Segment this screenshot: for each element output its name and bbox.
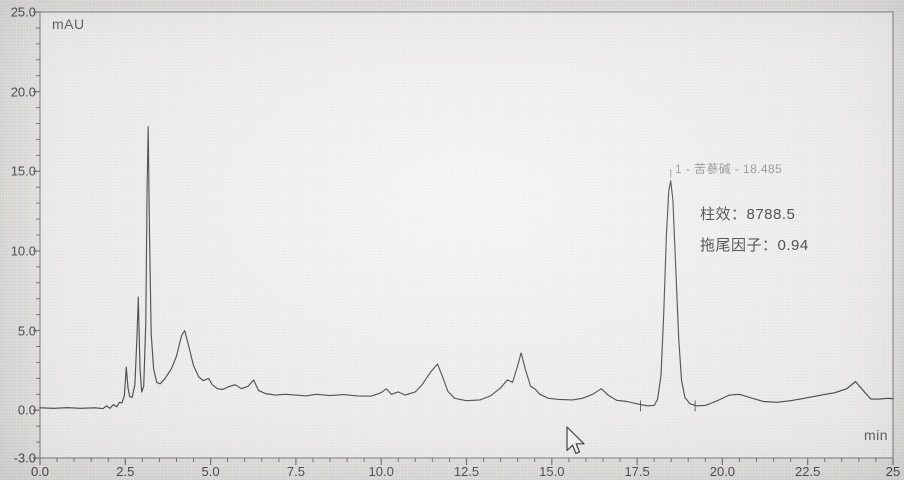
y-tick-label: 10.0 [10, 243, 36, 259]
x-tick-label: 12.5 [453, 464, 480, 479]
x-tick-label: 17.5 [624, 464, 650, 479]
y-tick-label: 15.0 [10, 163, 36, 179]
y-tick-label: 25.0 [10, 4, 36, 20]
column-efficiency-label: 柱效：8788.5 [700, 206, 796, 223]
plot-area[interactable] [39, 11, 894, 459]
x-tick-label: 2.5 [116, 464, 135, 479]
signal-trace [39, 126, 894, 410]
y-tick-label: -3.0 [13, 450, 36, 466]
peak-annotation-label: 1 - 苦蔘碱 - 18.485 [675, 162, 783, 176]
y-tick-label: 5.0 [17, 323, 36, 339]
x-tick-label: 20.0 [709, 464, 736, 479]
y-axis-unit-label: mAU [52, 16, 85, 32]
x-axis-unit-label: min [864, 427, 889, 443]
tailing-factor-label: 拖尾因子：0.94 [700, 237, 809, 254]
x-tick-label: 25 [885, 464, 901, 479]
x-tick-label: 10.0 [368, 464, 394, 479]
y-tick-label: 20.0 [10, 84, 36, 100]
x-tick-label: 7.5 [286, 464, 305, 479]
y-tick-label: 0.0 [17, 402, 36, 418]
x-tick-label: 15.0 [539, 464, 565, 479]
x-tick-label: 5.0 [201, 464, 220, 479]
x-tick-label: 0.0 [30, 464, 50, 479]
x-tick-label: 22.5 [795, 464, 821, 479]
